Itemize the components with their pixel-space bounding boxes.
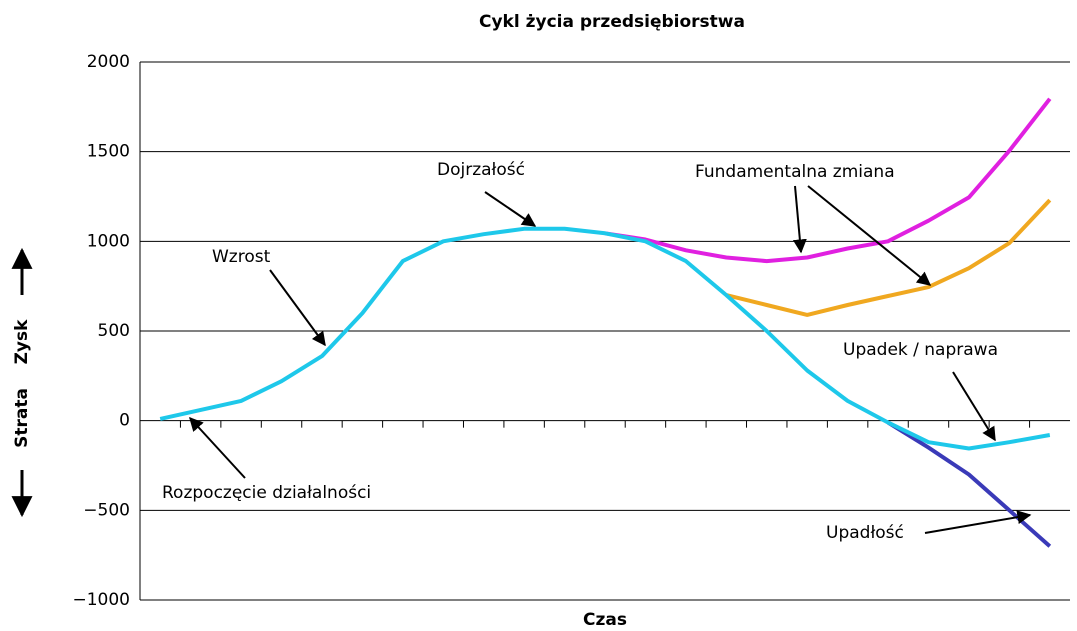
- annotation-arrow: [484, 191, 537, 227]
- x-axis-label: Czas: [583, 610, 627, 630]
- y-tick-label: 1000: [87, 231, 130, 251]
- annotation: Dojrzałość: [437, 160, 525, 180]
- annotation: Upadek / naprawa: [843, 340, 998, 360]
- y-tick-label: −500: [83, 500, 130, 520]
- annotation-arrow: [807, 185, 932, 286]
- annotation: Upadłość: [826, 523, 904, 543]
- y-axis-label: Strata: [12, 388, 32, 448]
- annotation-arrow: [924, 510, 1032, 534]
- chart-title: Cykl życia przedsiębiorstwa: [479, 12, 745, 32]
- y-tick-label: 0: [119, 411, 130, 431]
- annotation-arrow: [952, 371, 996, 442]
- y-tick-label: 1500: [87, 142, 130, 162]
- series-line: [604, 97, 1052, 264]
- annotation: Rozpoczęcie działalności: [162, 483, 371, 503]
- annotation-arrow: [269, 269, 326, 347]
- y-tick-label: 2000: [87, 52, 130, 72]
- annotation-arrow: [189, 416, 246, 479]
- series-line: [725, 198, 1052, 317]
- y-axis-label: Zysk: [12, 319, 32, 365]
- y-tick-label: 500: [98, 321, 130, 341]
- annotation: Wzrost: [212, 247, 271, 267]
- annotation-arrow: [792, 185, 807, 254]
- annotation: Fundamentalna zmiana: [695, 162, 895, 182]
- series-line: [159, 226, 1051, 451]
- y-tick-label: −1000: [72, 590, 130, 610]
